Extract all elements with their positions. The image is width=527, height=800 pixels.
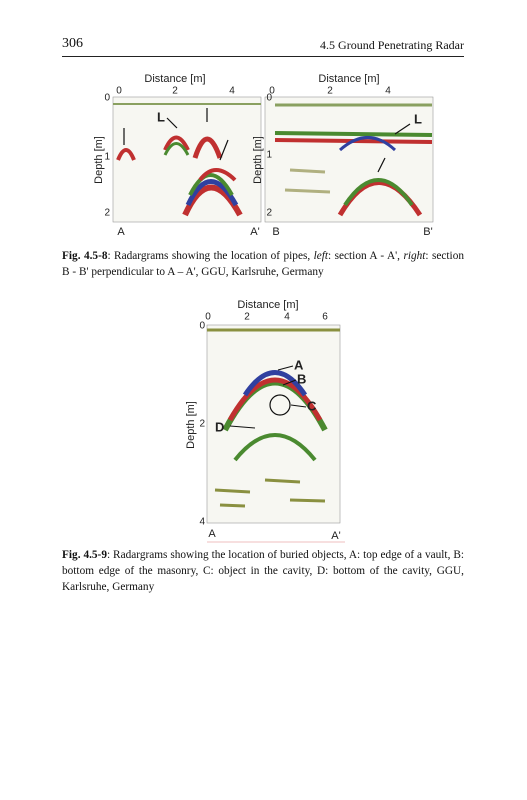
caption-label: Fig. 4.5-9 xyxy=(62,549,107,561)
y-tick: 1 xyxy=(266,150,272,161)
radargram-left xyxy=(112,96,262,223)
page-number: 306 xyxy=(62,36,83,51)
caption-emph: right xyxy=(403,250,426,262)
x-tick: 0 xyxy=(205,312,211,323)
x-label: Distance [m] xyxy=(237,299,298,311)
caption-text: : section B - B' perpendicular to A – A'… xyxy=(62,250,464,278)
annotation: A xyxy=(294,357,304,372)
annotation: C xyxy=(307,398,317,413)
x-label: Distance [m] xyxy=(318,73,379,85)
y-tick: 2 xyxy=(266,208,272,219)
y-label: Depth [m] xyxy=(185,401,197,449)
section-end: B' xyxy=(423,226,432,238)
section-start: A xyxy=(208,528,216,540)
y-label: Depth [m] xyxy=(252,136,264,184)
caption-emph: left xyxy=(313,250,329,262)
y-tick: 2 xyxy=(104,208,110,219)
annotation: D xyxy=(215,419,224,434)
x-tick: 4 xyxy=(385,86,391,97)
x-tick: 2 xyxy=(172,86,178,97)
caption-text: : section A - A', xyxy=(328,250,404,262)
y-tick: 0 xyxy=(104,93,110,104)
x-tick: 0 xyxy=(269,86,275,97)
y-tick: 0 xyxy=(266,93,272,104)
x-tick: 4 xyxy=(229,86,235,97)
x-tick: 2 xyxy=(244,312,250,323)
annotation: B xyxy=(297,371,306,386)
y-tick: 1 xyxy=(104,152,110,163)
y-tick: 0 xyxy=(199,321,205,332)
section-end: A' xyxy=(250,226,259,238)
y-tick: 2 xyxy=(199,419,205,430)
x-label: Distance [m] xyxy=(144,73,205,85)
caption-text: : Radargrams showing the location of pip… xyxy=(107,250,314,262)
running-title: 4.5 Ground Penetrating Radar xyxy=(320,38,464,52)
section-start: A xyxy=(117,226,125,238)
section-start: B xyxy=(272,226,279,238)
caption: Fig. 4.5-9: Radargrams showing the locat… xyxy=(62,547,464,595)
caption: Fig. 4.5-8: Radargrams showing the locat… xyxy=(62,248,464,280)
annotation: L xyxy=(157,109,165,124)
header-rule xyxy=(62,56,464,57)
section-end: A' xyxy=(331,530,340,542)
y-label: Depth [m] xyxy=(93,136,105,184)
caption-text: : Radargrams showing the location of bur… xyxy=(62,549,464,593)
x-tick: 6 xyxy=(322,312,328,323)
x-tick: 4 xyxy=(284,312,290,323)
x-tick: 2 xyxy=(327,86,333,97)
y-tick: 4 xyxy=(199,517,205,528)
x-tick: 0 xyxy=(116,86,122,97)
caption-label: Fig. 4.5-8 xyxy=(62,250,108,262)
annotation: L xyxy=(414,111,422,126)
radargram-right xyxy=(264,96,434,223)
radargram-2 xyxy=(206,324,341,524)
